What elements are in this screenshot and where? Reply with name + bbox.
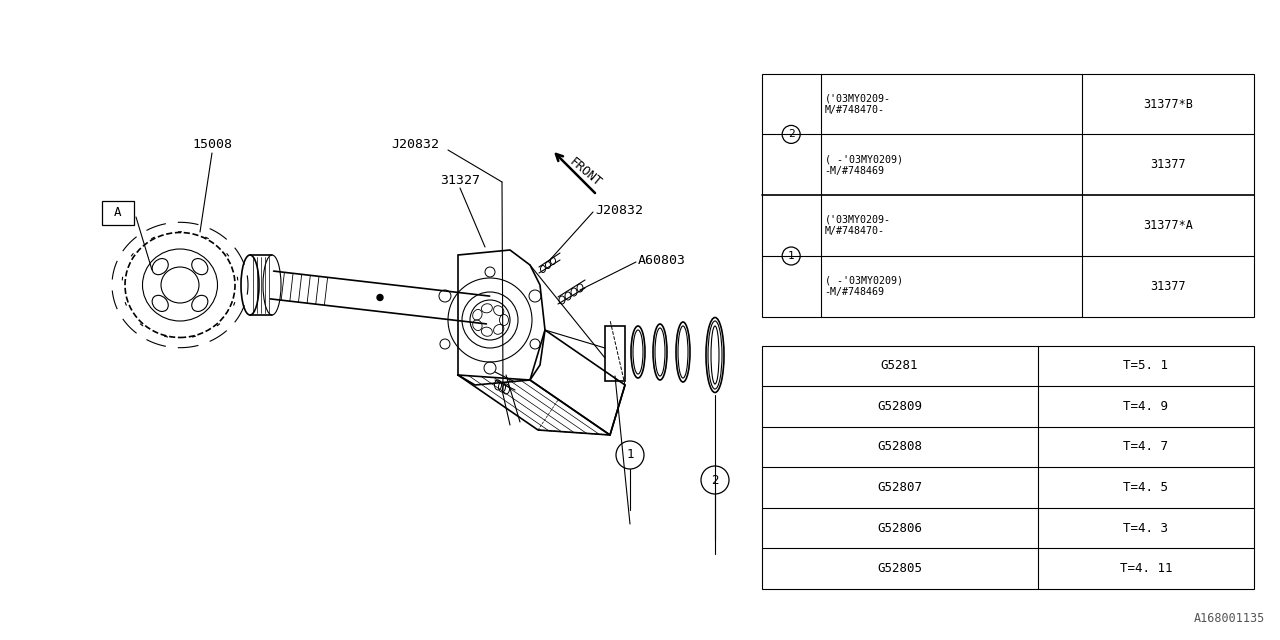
Text: J20832: J20832 — [595, 204, 643, 216]
Bar — [605, 326, 625, 381]
Text: ('03MY0209-
M/#748470-: ('03MY0209- M/#748470- — [824, 215, 891, 236]
Bar — [762, 346, 1254, 589]
Text: 31377: 31377 — [1151, 280, 1187, 293]
Text: G52805: G52805 — [877, 562, 922, 575]
Circle shape — [378, 294, 383, 301]
Text: G5281: G5281 — [881, 360, 918, 372]
Text: ('03MY0209-
M/#748470-: ('03MY0209- M/#748470- — [824, 93, 891, 115]
Text: T=4. 9: T=4. 9 — [1124, 400, 1169, 413]
Text: 31377*A: 31377*A — [1143, 219, 1193, 232]
Text: T=4. 7: T=4. 7 — [1124, 440, 1169, 453]
Text: 31327: 31327 — [440, 173, 480, 186]
Text: 31377: 31377 — [1151, 158, 1187, 172]
Text: ( -'03MY0209)
-M/#748469: ( -'03MY0209) -M/#748469 — [824, 154, 902, 175]
Text: G52808: G52808 — [877, 440, 922, 453]
Text: 1: 1 — [787, 251, 795, 261]
Text: J20832: J20832 — [390, 138, 439, 152]
Text: 2: 2 — [787, 129, 795, 140]
Bar — [102, 201, 134, 225]
Text: A: A — [114, 207, 122, 220]
Text: T=4. 11: T=4. 11 — [1120, 562, 1172, 575]
Text: G52809: G52809 — [877, 400, 922, 413]
Text: G52806: G52806 — [877, 522, 922, 534]
Text: T=4. 3: T=4. 3 — [1124, 522, 1169, 534]
Text: T=5. 1: T=5. 1 — [1124, 360, 1169, 372]
Text: 31377*B: 31377*B — [1143, 97, 1193, 111]
Text: FRONT: FRONT — [567, 155, 604, 189]
Text: 2: 2 — [712, 474, 719, 486]
Text: G52807: G52807 — [877, 481, 922, 494]
Text: ( -'03MY0209)
-M/#748469: ( -'03MY0209) -M/#748469 — [824, 276, 902, 297]
Text: 15008: 15008 — [192, 138, 232, 152]
Text: A60803: A60803 — [637, 253, 686, 266]
Text: A168001135: A168001135 — [1194, 612, 1265, 625]
Text: 1: 1 — [626, 449, 634, 461]
Bar — [762, 74, 1254, 317]
Text: T=4. 5: T=4. 5 — [1124, 481, 1169, 494]
